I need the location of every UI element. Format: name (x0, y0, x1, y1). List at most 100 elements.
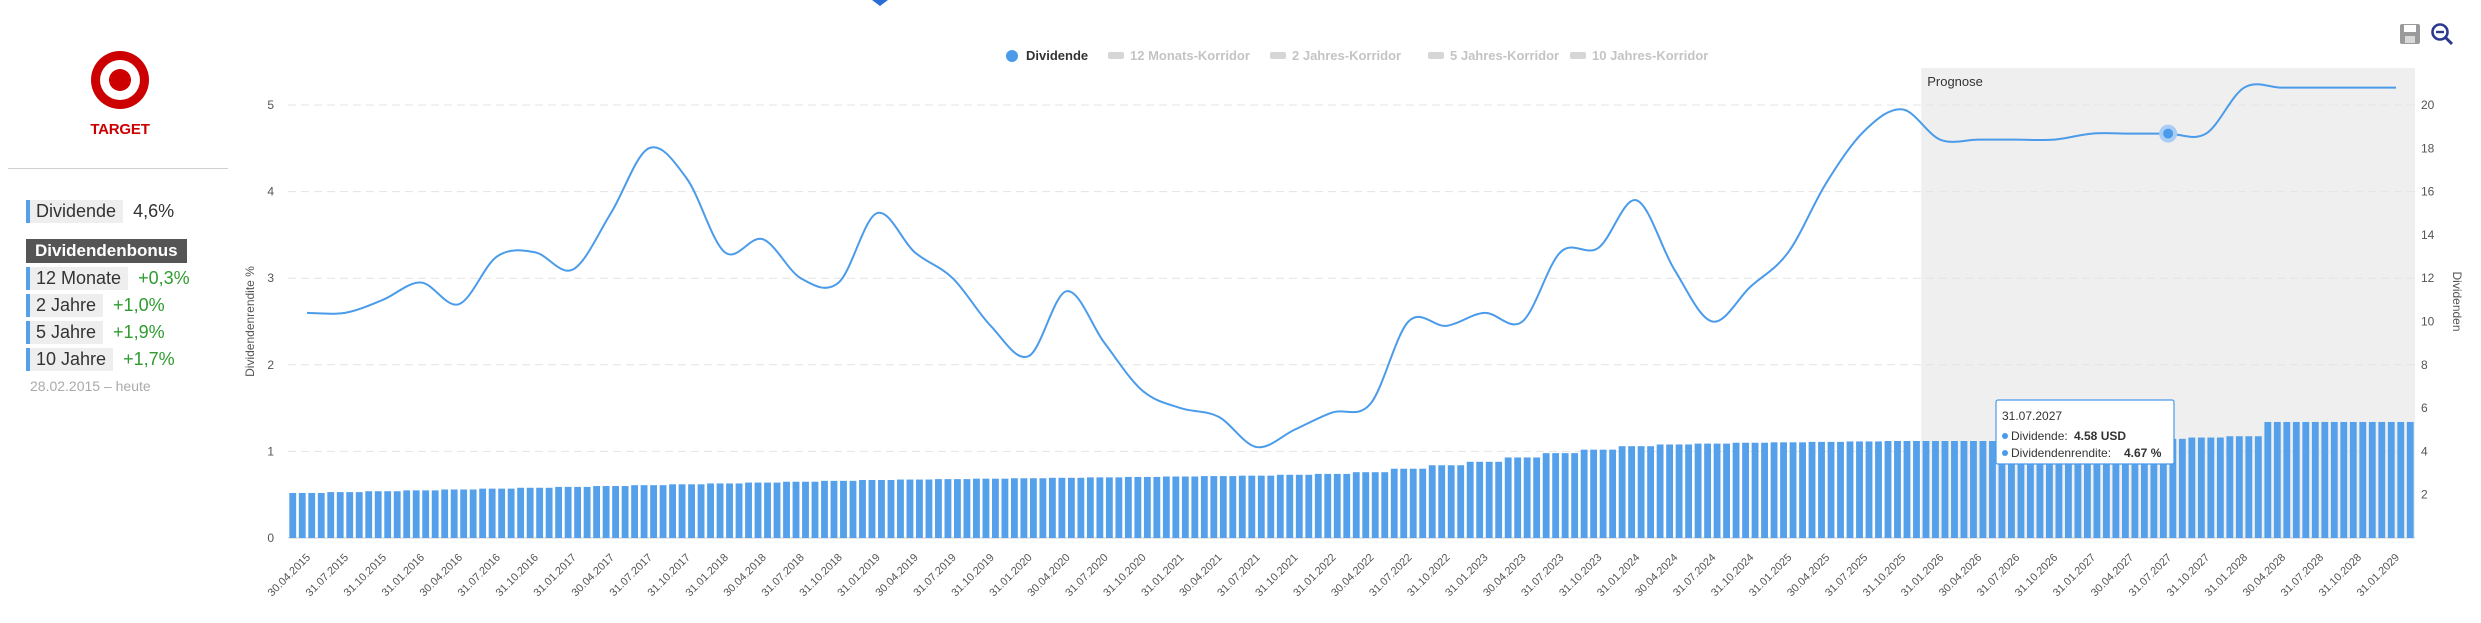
y-right-tick-label: 14 (2421, 228, 2435, 242)
dividend-bar (631, 485, 639, 538)
dividend-bar (1837, 441, 1844, 538)
dividend-bar (1827, 441, 1835, 538)
legend-item[interactable]: 2 Jahres-Korridor (1292, 48, 1401, 63)
dividend-bar (1970, 441, 1977, 538)
y-left-tick-label: 2 (267, 358, 274, 372)
dividend-bar (1808, 441, 1816, 538)
dividend-bar (2254, 436, 2262, 538)
dividend-bar (1713, 443, 1721, 538)
dividend-bar (1058, 477, 1066, 538)
dividend-bar (1884, 441, 1892, 538)
dividend-bar (887, 479, 895, 538)
dividend-bar (1153, 476, 1161, 538)
dividend-bar (991, 478, 999, 538)
dividend-bar (1742, 442, 1749, 538)
target-bullseye-icon (91, 51, 149, 109)
zoom-out-icon[interactable] (2430, 22, 2454, 46)
dividend-bar (1001, 478, 1009, 538)
dividend-bar (2216, 437, 2224, 538)
dividend-bar (1504, 457, 1512, 538)
dividend-value: 4,6% (133, 200, 175, 221)
hover-point[interactable] (2159, 124, 2178, 143)
dividend-bar (317, 492, 325, 538)
y-left-tick-label: 0 (267, 531, 274, 545)
tooltip-date: 31.07.2027 (2002, 409, 2062, 423)
dividend-bar (336, 492, 344, 538)
dividend-bar (1200, 476, 1208, 538)
dividend-bar (2397, 421, 2405, 538)
dividend-bar (2112, 440, 2120, 538)
dividend-bar (2046, 441, 2053, 538)
dividend-bar (2027, 441, 2034, 538)
dividend-bar (2273, 421, 2281, 538)
dividend-summary: Dividende 4,6% Dividendenbonus 12 Monate… (26, 198, 190, 394)
dividend-bar (1685, 444, 1693, 538)
dividend-bar (2330, 421, 2338, 538)
dividend-bar (1960, 441, 1968, 538)
navigator-marker (872, 0, 888, 6)
dividend-bar (1647, 446, 1655, 538)
dividend-bar (2178, 438, 2186, 538)
dividend-bar (1571, 453, 1579, 538)
dividend-bar (707, 483, 714, 538)
dividend-bar (1979, 441, 1987, 538)
dividend-bar (498, 488, 506, 538)
dividend-bar (289, 492, 297, 538)
y-right-tick-label: 12 (2421, 271, 2435, 285)
dividend-bar (1020, 478, 1028, 538)
dividend-bar (2064, 441, 2072, 538)
legend-item[interactable]: Dividende (1026, 48, 1088, 63)
dividend-bar (1181, 476, 1189, 538)
y-axis-right-label: Dividenden (2450, 271, 2464, 331)
dividend-bar (906, 479, 914, 538)
dividend-bar (2131, 440, 2139, 538)
dividend-bar (1609, 449, 1617, 538)
dividend-bar (1428, 465, 1436, 538)
dividend-bar (1628, 446, 1636, 538)
dividend-bar (1998, 441, 2006, 538)
dividend-bar (2387, 421, 2395, 538)
sidebar-divider (8, 168, 228, 169)
dividend-bar (1048, 477, 1056, 538)
dividend-bar (422, 490, 430, 538)
dividend-bar (2302, 421, 2310, 538)
dividend-bar (1362, 472, 1370, 538)
dividend-bar (1086, 477, 1094, 538)
legend-corridor-marker (1570, 52, 1586, 59)
dividend-bar (973, 478, 980, 538)
dividend-bar (1799, 442, 1806, 538)
bonus-row-5y: 5 Jahre +1,9% (26, 319, 190, 345)
dividend-bar (1457, 465, 1465, 538)
dividend-bar (488, 488, 496, 538)
dividend-bar (1305, 474, 1313, 538)
dividend-bar (859, 479, 866, 538)
dividend-bar (1438, 465, 1446, 538)
legend-dividend-marker (1006, 50, 1018, 62)
dividend-bar (612, 486, 620, 538)
chart-tooltip: 31.07.2027 Dividende: 4.58 USD Dividende… (1995, 399, 2175, 465)
dividend-bar (536, 487, 544, 538)
dividend-bar (1409, 468, 1417, 538)
dividend-bar (517, 487, 525, 538)
dividend-bar (1381, 472, 1389, 538)
dividend-bar (1618, 446, 1626, 538)
bonus-value: +1,0% (113, 294, 165, 315)
dividend-bar (441, 489, 449, 538)
bonus-value: +1,7% (123, 348, 175, 369)
dividend-bar (1162, 476, 1170, 538)
y-right-tick-label: 18 (2421, 141, 2435, 155)
save-icon[interactable] (2398, 22, 2422, 46)
legend-item[interactable]: 12 Monats-Korridor (1130, 48, 1250, 63)
y-right-tick-label: 2 (2421, 488, 2428, 502)
dividend-bar (1257, 475, 1265, 538)
dividend-bar (2121, 440, 2129, 538)
dividend-bar (2406, 421, 2414, 538)
forecast-label: Prognose (1927, 74, 1983, 89)
dividend-bar (1039, 478, 1047, 538)
bonus-row-10y: 10 Jahre +1,7% (26, 346, 190, 372)
legend-item[interactable]: 5 Jahres-Korridor (1450, 48, 1559, 63)
dividend-bar (849, 480, 857, 538)
legend-item[interactable]: 10 Jahres-Korridor (1592, 48, 1708, 63)
dividend-bar (1666, 444, 1674, 538)
